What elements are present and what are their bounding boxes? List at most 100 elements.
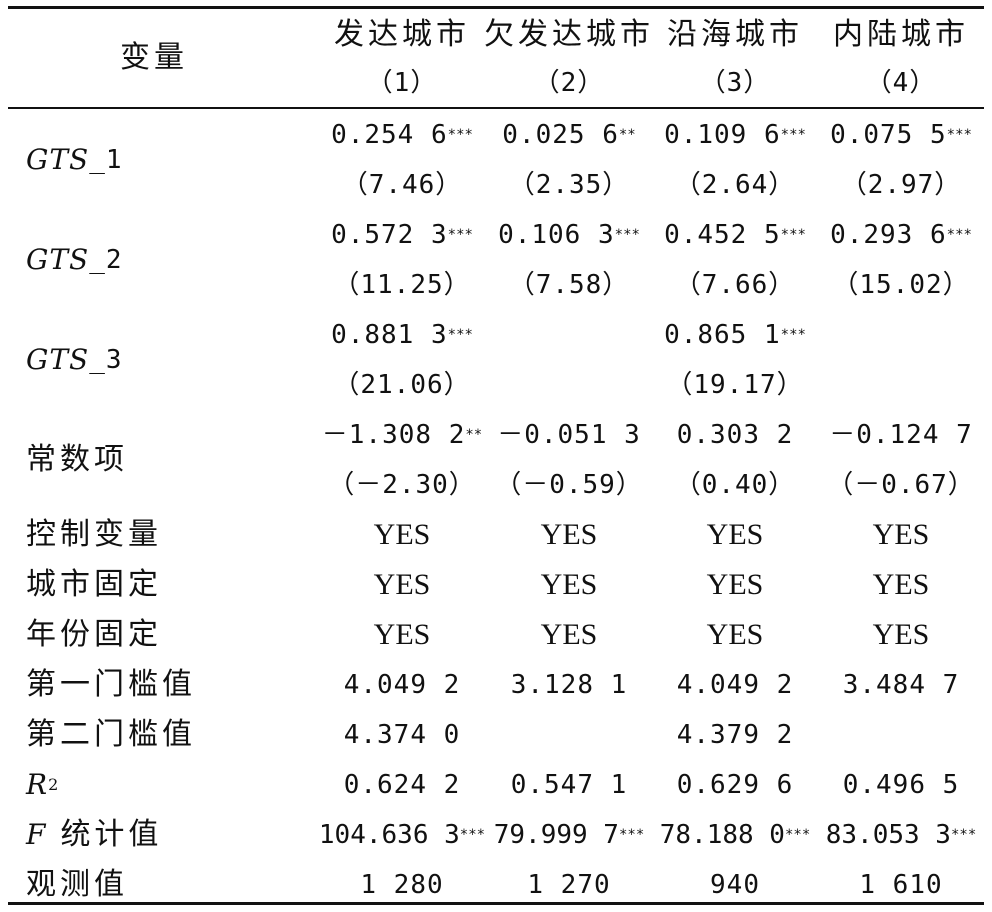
significance-stars: ***: [946, 227, 972, 243]
value-text: YES: [706, 618, 764, 651]
value-text: 4.049 2: [343, 670, 461, 700]
t-statistic-cell: [818, 360, 984, 410]
significance-stars: ***: [946, 127, 972, 143]
coefficient-cell: [486, 310, 652, 360]
value-text: YES: [872, 518, 930, 551]
t-statistic-cell: （21.06）: [318, 360, 486, 410]
t-statistic-cell: [486, 360, 652, 410]
observations-cell: 940: [652, 860, 818, 910]
significance-stars: ***: [614, 227, 640, 243]
observations-cell: 1 270: [486, 860, 652, 910]
value-cell: YES: [652, 510, 818, 560]
t-statistic-value: （11.25）: [333, 270, 471, 300]
value-text: 4.374 0: [343, 720, 461, 750]
coefficient-cell: 0.075 5 ***: [818, 110, 984, 160]
t-statistic-value: （7.46）: [341, 170, 463, 200]
t-statistic-cell: （7.58）: [486, 260, 652, 310]
value-cell: 3.128 1: [486, 660, 652, 710]
significance-stars: ***: [780, 227, 806, 243]
coefficient-value: 0.572 3: [331, 220, 448, 250]
column-number: （3）: [699, 68, 771, 98]
t-statistic-cell: （－0.59）: [486, 460, 652, 510]
header-rule: [8, 107, 984, 109]
value-cell: 4.049 2: [652, 660, 818, 710]
significance-stars: ***: [447, 127, 473, 143]
r2-superscript: 2: [48, 775, 59, 794]
column-number: （4）: [865, 68, 937, 98]
coefficient-cell: －0.124 7: [818, 410, 984, 460]
value-cell: [818, 710, 984, 760]
significance-stars: ***: [784, 827, 811, 843]
row-label-text: 年份固定: [26, 617, 162, 652]
value-cell: YES: [318, 610, 486, 660]
coefficient-cell: 0.303 2: [652, 410, 818, 460]
coefficient-cell: 0.025 6 **: [486, 110, 652, 160]
r2-value-cell: 0.624 2: [318, 760, 486, 810]
value-text: 4.379 2: [676, 720, 794, 750]
coefficient-cell: 0.109 6 ***: [652, 110, 818, 160]
f-stat-value: 83.053 3: [825, 820, 951, 850]
column-name: 内陆城市: [833, 17, 969, 52]
value-cell: YES: [486, 560, 652, 610]
value-cell: YES: [318, 510, 486, 560]
observations-value: 940: [710, 870, 760, 900]
significance-stars: **: [618, 127, 636, 143]
r2-value: 0.547 1: [510, 770, 628, 800]
t-statistic-cell: （11.25）: [318, 260, 486, 310]
column-header-number: （2）: [486, 58, 652, 108]
header-variable-label: 变量: [120, 8, 188, 108]
t-statistic-value: （19.17）: [666, 370, 804, 400]
f-stat-value: 104.636 3: [318, 820, 460, 850]
significance-stars: ***: [780, 327, 806, 343]
row-label-f-stat: F 统计值: [26, 810, 162, 860]
value-text: YES: [540, 518, 598, 551]
r2-value: 0.629 6: [676, 770, 794, 800]
r2-value-cell: 0.629 6: [652, 760, 818, 810]
column-header-number: （3）: [652, 58, 818, 108]
row-label-observations: 观测值: [26, 860, 128, 910]
t-statistic-cell: （2.35）: [486, 160, 652, 210]
row-label-text: 控制变量: [26, 517, 162, 552]
value-text: YES: [540, 568, 598, 601]
value-text: YES: [872, 568, 930, 601]
value-cell: 4.049 2: [318, 660, 486, 710]
value-text: 3.128 1: [510, 670, 628, 700]
row-label-main: GTS: [26, 243, 90, 276]
value-cell: YES: [652, 610, 818, 660]
row-label-simple: 第二门槛值: [26, 710, 196, 760]
column-number: （2）: [533, 68, 605, 98]
row-label-3: GTS _3: [26, 310, 123, 410]
t-statistic-value: （7.58）: [508, 270, 630, 300]
coefficient-cell: 0.452 5 ***: [652, 210, 818, 260]
value-text: YES: [373, 618, 431, 651]
t-statistic-cell: （2.97）: [818, 160, 984, 210]
t-statistic-value: （21.06）: [333, 370, 471, 400]
value-cell: YES: [818, 560, 984, 610]
f-stat-cell: 79.999 7 ***: [486, 810, 652, 860]
coefficient-value: 0.303 2: [676, 420, 794, 450]
t-statistic-cell: （15.02）: [818, 260, 984, 310]
value-text: YES: [373, 568, 431, 601]
observations-value: 1 280: [360, 870, 444, 900]
t-statistic-value: （－0.59）: [495, 470, 643, 500]
row-label-sub: _3: [89, 345, 123, 375]
coefficient-value: 0.452 5: [664, 220, 781, 250]
coefficient-value: 0.865 1: [664, 320, 781, 350]
t-statistic-cell: （7.46）: [318, 160, 486, 210]
row-label-text: 第一门槛值: [26, 667, 196, 702]
coefficient-value: 0.254 6: [331, 120, 448, 150]
column-header-number: （4）: [818, 58, 984, 108]
observations-value: 1 610: [859, 870, 943, 900]
coefficient-cell: 0.254 6 ***: [318, 110, 486, 160]
significance-stars: **: [465, 427, 483, 443]
significance-stars: ***: [780, 127, 806, 143]
value-cell: 3.484 7: [818, 660, 984, 710]
t-statistic-cell: （－2.30）: [318, 460, 486, 510]
row-label-text: 第二门槛值: [26, 717, 196, 752]
row-label-text: 城市固定: [26, 567, 162, 602]
significance-stars: ***: [459, 827, 486, 843]
row-label-simple: 年份固定: [26, 610, 162, 660]
column-header-name: 欠发达城市: [484, 10, 652, 60]
column-number: （1）: [366, 68, 438, 98]
r2-value: 0.496 5: [842, 770, 960, 800]
